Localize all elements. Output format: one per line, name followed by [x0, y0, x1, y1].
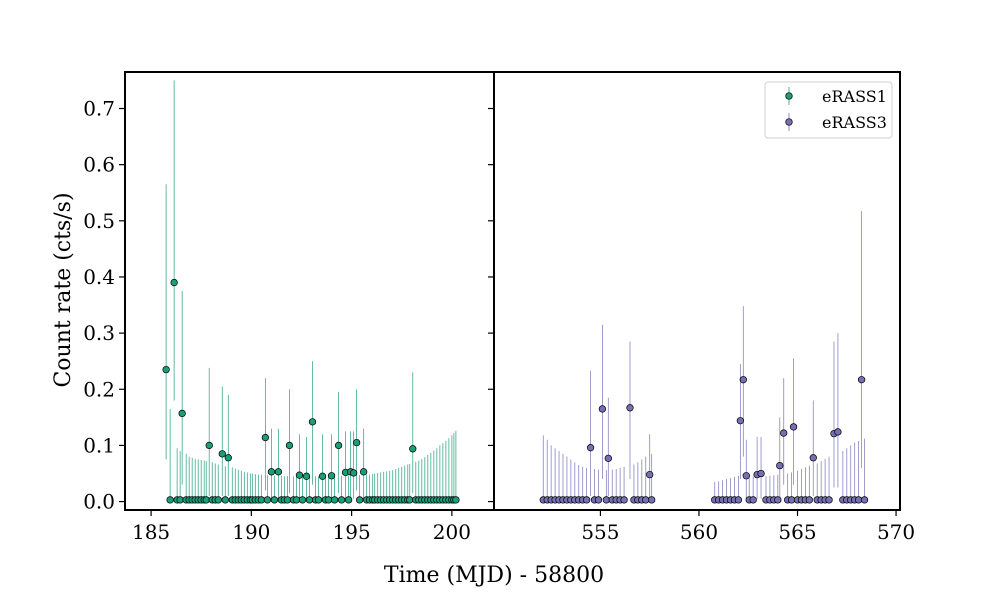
upper-limit-point	[648, 496, 656, 504]
upper-limit-point	[283, 496, 292, 504]
data-point	[809, 454, 817, 462]
panel-frame	[124, 71, 495, 511]
upper-limit-point	[582, 496, 591, 504]
upper-limit-point	[337, 496, 346, 504]
upper-limit-point	[298, 496, 307, 504]
upper-limit-point	[176, 496, 184, 504]
chart-marks	[162, 80, 869, 504]
data-point	[598, 405, 607, 413]
data-point	[308, 418, 317, 426]
x-tick-label: 555	[581, 520, 619, 544]
upper-limit-point	[749, 496, 757, 504]
data-point	[295, 471, 304, 479]
data-point	[359, 468, 368, 476]
upper-limit-point	[270, 496, 279, 504]
data-point	[776, 461, 784, 470]
data-point	[626, 404, 634, 412]
upper-limit-point	[774, 496, 782, 504]
data-point	[834, 428, 842, 436]
data-point	[757, 469, 765, 478]
x-tick-label: 570	[877, 520, 915, 544]
y-tick-label: 0.1	[83, 433, 115, 457]
legend-marker-eRASS3	[785, 118, 793, 126]
data-point	[334, 441, 343, 450]
legend: eRASS1 eRASS3	[764, 81, 893, 139]
upper-limit-point	[221, 496, 229, 504]
data-point	[586, 444, 595, 452]
legend-box	[764, 81, 893, 139]
x-tick-label: 190	[232, 520, 270, 544]
upper-limit-point	[452, 496, 460, 504]
upper-limit-point	[202, 496, 210, 504]
upper-limit-point	[263, 496, 272, 504]
upper-limit-point	[305, 496, 314, 504]
upper-limit-point	[257, 496, 266, 504]
y-tick-label: 0.0	[83, 490, 115, 514]
data-point	[285, 441, 294, 450]
data-point	[780, 429, 788, 437]
data-point	[218, 450, 226, 458]
chart-axes: 185 190 195 200 0.0 0.1 0.2 0.3 0.4 0.5 0.6 0.7 555 5…	[83, 71, 915, 544]
data-point	[409, 445, 417, 453]
upper-limit-point	[860, 496, 869, 504]
upper-limit-point	[330, 496, 339, 504]
y-tick-label: 0.3	[83, 321, 115, 345]
data-point	[261, 433, 270, 442]
data-point	[327, 472, 336, 480]
upper-limit-point	[406, 496, 414, 504]
x-tick-label: 560	[680, 520, 718, 544]
upper-limit-point	[214, 496, 222, 504]
x-tick-label: 185	[132, 520, 170, 544]
upper-limit-point	[734, 496, 743, 504]
data-point	[224, 454, 232, 462]
data-point	[302, 472, 311, 480]
y-tick-label: 0.5	[83, 209, 115, 233]
upper-limit-point	[620, 496, 628, 504]
x-tick-label: 195	[333, 520, 371, 544]
x-tick-label: 200	[433, 520, 471, 544]
upper-limit-point	[805, 496, 813, 504]
data-point	[267, 468, 276, 476]
data-point	[742, 472, 750, 480]
data-point	[318, 472, 327, 480]
upper-limit-point	[355, 496, 364, 504]
data-point	[739, 376, 747, 384]
y-tick-label: 0.6	[83, 153, 115, 177]
y-axis-title: Count rate (cts/s)	[51, 192, 76, 387]
data-point	[178, 409, 186, 418]
data-point	[170, 278, 178, 287]
data-point	[349, 469, 358, 477]
y-tick-label: 0.7	[83, 97, 115, 121]
data-point	[736, 417, 745, 425]
data-point	[352, 438, 361, 447]
upper-limit-point	[314, 496, 323, 504]
x-axis-title: Time (MJD) - 58800	[384, 563, 604, 588]
y-tick-label: 0.4	[83, 265, 115, 289]
upper-limit-point	[324, 496, 333, 504]
data-point	[646, 470, 654, 479]
legend-label-eRASS3: eRASS3	[822, 113, 887, 132]
upper-limit-point	[344, 496, 353, 504]
data-point	[162, 365, 170, 374]
legend-label-eRASS1: eRASS1	[822, 87, 887, 106]
x-tick-label: 565	[778, 520, 816, 544]
data-point	[857, 376, 866, 384]
upper-limit-point	[825, 496, 833, 504]
data-point	[789, 423, 798, 431]
y-tick-label: 0.2	[83, 377, 115, 401]
upper-limit-point	[166, 496, 174, 504]
data-point	[205, 441, 213, 450]
data-point	[274, 468, 283, 476]
panel-frame	[493, 71, 901, 511]
upper-limit-point	[594, 496, 603, 504]
upper-limit-point	[292, 496, 301, 504]
legend-marker-eRASS1	[785, 92, 793, 100]
data-point	[604, 454, 612, 462]
